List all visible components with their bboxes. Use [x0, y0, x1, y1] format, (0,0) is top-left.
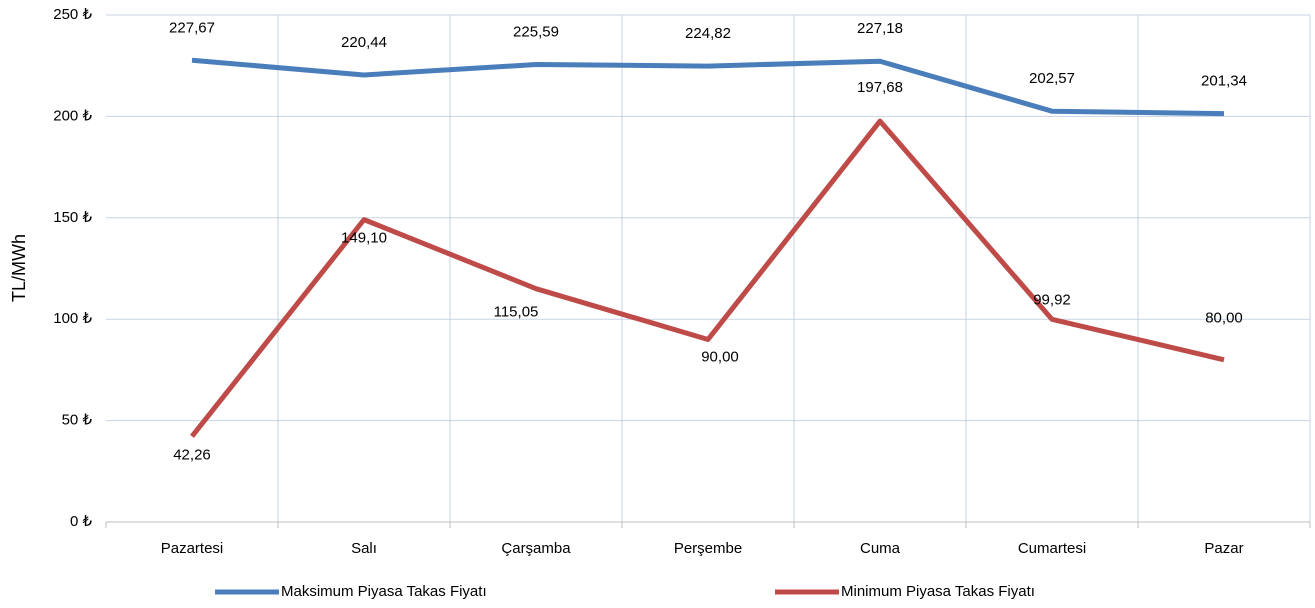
x-tick-label: Salı: [351, 540, 377, 557]
legend-label: Minimum Piyasa Takas Fiyatı: [841, 583, 1035, 600]
data-label: 197,68: [857, 79, 903, 96]
y-tick-label: 50 ₺: [62, 412, 93, 429]
x-tick-label: Çarşamba: [501, 540, 571, 557]
x-tick-label: Pazartesi: [161, 540, 224, 557]
y-tick-label: 250 ₺: [53, 6, 92, 23]
data-label: 42,26: [173, 446, 211, 463]
y-tick-label: 0 ₺: [70, 513, 93, 530]
data-label: 202,57: [1029, 70, 1075, 87]
data-label: 149,10: [341, 230, 387, 247]
data-label: 227,18: [857, 20, 903, 37]
x-tick-label: Cuma: [860, 540, 901, 557]
series-line: [191, 57, 1225, 117]
data-label: 80,00: [1205, 310, 1243, 327]
y-tick-label: 100 ₺: [53, 310, 92, 327]
data-label: 220,44: [341, 34, 387, 51]
x-tick-label: Pazar: [1204, 540, 1243, 557]
legend-label: Maksimum Piyasa Takas Fiyatı: [281, 583, 487, 600]
data-label: 201,34: [1201, 73, 1247, 90]
y-axis-title: TL/MWh: [9, 234, 29, 302]
y-tick-label: 150 ₺: [53, 209, 92, 226]
series-line: [190, 118, 1225, 438]
data-label: 90,00: [701, 348, 739, 365]
data-label: 224,82: [685, 25, 731, 42]
x-tick-label: Cumartesi: [1018, 540, 1086, 557]
data-label: 225,59: [513, 23, 559, 40]
data-label: 99,92: [1033, 291, 1071, 308]
data-label: 227,67: [169, 19, 215, 36]
y-tick-label: 200 ₺: [53, 107, 92, 124]
data-label: 115,05: [494, 304, 539, 321]
x-tick-label: Perşembe: [674, 540, 742, 557]
